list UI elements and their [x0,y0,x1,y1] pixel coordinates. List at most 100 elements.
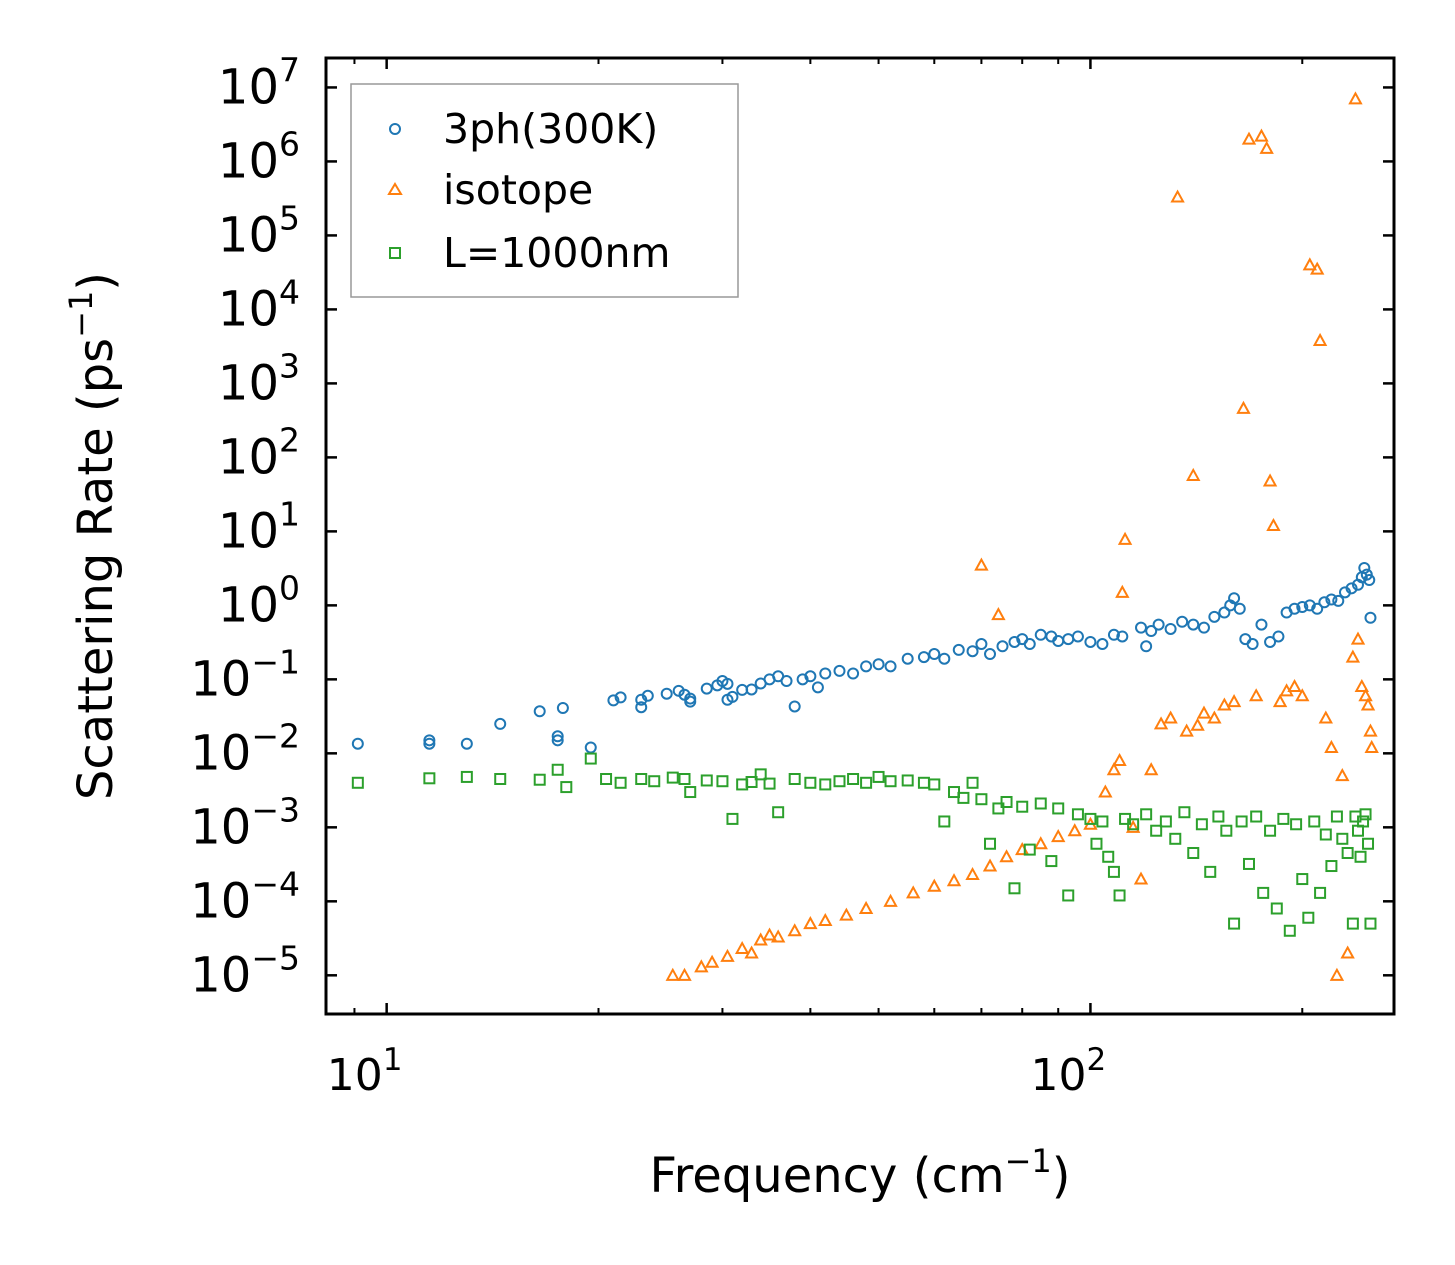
circle-point [819,667,832,680]
circle-point [460,737,473,750]
plot-frame [324,56,1396,1016]
circle-point [1325,593,1338,606]
triangle-point [1125,819,1141,833]
triangle-point [1340,945,1355,959]
square-point [1204,865,1217,878]
triangle-point [1112,752,1127,767]
square-point [1264,824,1277,837]
x-tick-label: 102 [1031,1042,1107,1101]
triangle-point [1248,688,1264,702]
circle-point [745,683,758,696]
triangle-point [1115,584,1130,598]
triangle-point [1236,400,1251,414]
triangle-point [787,923,802,937]
triangle-point [839,907,854,921]
circle-point [1208,610,1221,623]
circle-point [1023,638,1036,651]
triangle-point [704,954,720,968]
circle-point [1264,635,1277,648]
square-point [635,773,648,786]
triangle-point [1354,678,1369,693]
circle-point [1255,618,1268,631]
square-point [648,775,661,788]
square-point [351,776,364,789]
legend-marker-boundary [389,247,401,259]
series-2 [351,752,1377,937]
square-point [1235,815,1248,828]
circle-point [1246,638,1259,651]
circle-point [833,664,846,677]
square-point [560,781,573,794]
y-tick-label: 103 [218,346,300,411]
circle-point [796,673,809,686]
circle-point [584,741,597,754]
square-point [1257,886,1270,899]
circle-point [1008,635,1021,648]
square-point [1250,810,1263,823]
legend-marker-3ph [389,123,401,135]
triangle-point [906,885,921,899]
circle-point [1332,594,1345,607]
square-point [1034,797,1047,810]
square-point [992,802,1005,815]
circle-point [607,694,620,707]
square-point [1346,917,1359,930]
square-point [819,778,832,791]
circle-point [884,660,897,673]
circle-point [1296,601,1309,614]
square-point [1102,850,1115,863]
legend-label-isotope: isotope [443,166,593,214]
circle-point [1218,606,1231,619]
circle-point [1288,602,1301,615]
y-tick-label: 100 [218,568,300,633]
triangle-point [858,900,874,914]
triangle-point [720,948,735,962]
square-point [1330,810,1343,823]
triangle-point [1262,473,1278,487]
triangle-point [1186,467,1201,481]
square-point [1270,902,1283,915]
square-point [1062,889,1075,902]
square-point [1084,812,1097,825]
triangle-point [1318,710,1333,724]
circle-point [1084,635,1097,648]
y-tick-label: 10−4 [190,864,300,929]
circle-point [1107,628,1120,641]
triangle-point [1170,189,1185,203]
square-point [1283,924,1296,937]
triangle-point [1348,91,1363,105]
triangle-point [1117,531,1133,545]
square-point [700,774,713,787]
square-point [460,770,473,783]
square-point [1023,843,1036,856]
square-point [928,778,941,791]
circle-point [804,670,817,683]
triangle-point [974,557,989,571]
circle-point [1303,599,1316,612]
square-point [1071,808,1084,821]
square-point [684,786,697,799]
circle-point [938,652,951,665]
triangle-point [1163,710,1178,724]
circle-point [1228,592,1241,605]
triangle-point [1133,871,1149,885]
circle-point [1358,561,1371,574]
triangle-point [665,967,680,981]
triangle-point [1207,710,1222,724]
data-marks [351,91,1379,981]
square-point [1052,802,1065,815]
square-point [1325,860,1338,873]
square-point [804,776,817,789]
triangle-point [1033,836,1048,850]
square-point [772,806,785,819]
square-point [1296,873,1309,886]
y-tick-label: 10−2 [190,716,300,781]
circle-point [614,691,627,704]
triangle-point [883,893,898,907]
square-point [600,773,613,786]
triangle-point [1241,131,1257,145]
circle-point [847,667,860,680]
series-0 [351,561,1377,754]
square-point [1364,917,1377,930]
triangle-point [1324,739,1339,753]
